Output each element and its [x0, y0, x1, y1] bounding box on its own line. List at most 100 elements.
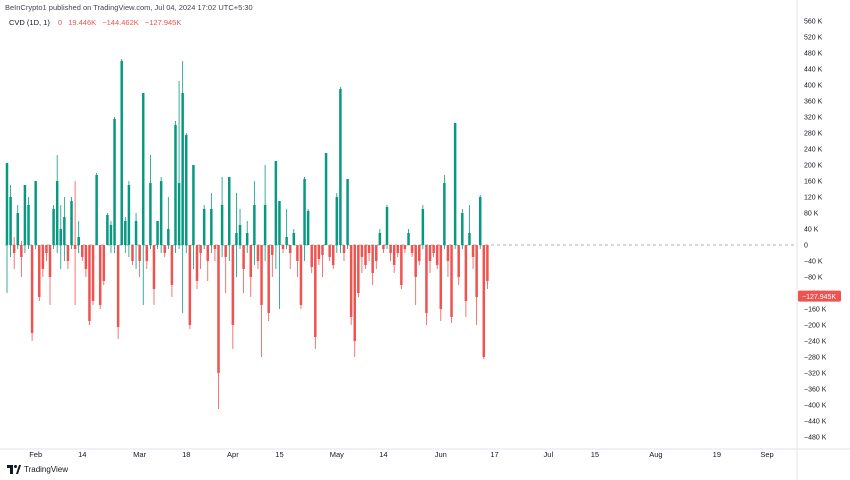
- candle-body: [324, 153, 328, 245]
- candle-body: [392, 245, 396, 265]
- candle-body: [432, 245, 435, 253]
- y-tick-label: 40 K: [804, 227, 819, 234]
- candle-body: [306, 211, 310, 245]
- candle-body: [486, 245, 489, 281]
- x-tick-label: Apr: [227, 450, 239, 459]
- candle-body: [389, 245, 392, 253]
- candle-body: [457, 245, 460, 277]
- y-tick-label: −200 K: [804, 323, 827, 330]
- candle-body: [446, 245, 450, 261]
- candle-body: [177, 183, 181, 245]
- y-tick-label: 560 K: [804, 19, 823, 26]
- y-tick-label: 280 K: [804, 131, 823, 138]
- candle-body: [450, 245, 453, 317]
- publisher-line: BeInCrypto1 published on TradingView.com…: [5, 3, 253, 12]
- time-axis: Feb 14 Mar 18 Apr 15 May 14 Jun 17 Jul 15 Aug 19 Sep: [29, 450, 773, 459]
- candle-body: [296, 245, 299, 261]
- last-value-badge: [798, 290, 841, 302]
- x-tick-label: 14: [78, 450, 86, 459]
- candle-body: [52, 209, 55, 245]
- x-tick-label: May: [330, 450, 344, 459]
- candle-body: [435, 245, 439, 265]
- candle-body: [127, 185, 131, 245]
- y-tick-label: 80 K: [804, 211, 819, 218]
- x-tick-label: Jul: [544, 450, 554, 459]
- candle-body: [260, 245, 263, 305]
- candle-body: [425, 245, 428, 313]
- candle-body: [48, 245, 52, 277]
- candle-body: [231, 245, 235, 325]
- candle-body: [77, 237, 80, 245]
- candle-body: [159, 181, 163, 245]
- candle-body: [109, 225, 113, 245]
- x-tick-label: 19: [713, 450, 721, 459]
- candle-body: [145, 245, 149, 261]
- candle-body: [134, 221, 138, 245]
- x-tick-label: Sep: [760, 450, 773, 459]
- candle-body: [192, 165, 195, 245]
- candle-body: [55, 181, 59, 245]
- candle-body: [213, 245, 217, 249]
- y-tick-label: 240 K: [804, 147, 823, 154]
- x-tick-label: Mar: [133, 450, 146, 459]
- candle-body: [88, 245, 91, 321]
- candle-body: [34, 181, 37, 245]
- y-tick-label: −160 K: [804, 307, 827, 314]
- candle-body: [63, 217, 66, 245]
- candle-body: [30, 245, 34, 333]
- candle-body: [410, 245, 414, 253]
- y-tick-label: −480 K: [804, 435, 827, 442]
- candle-body: [335, 197, 339, 245]
- candle-body: [202, 209, 206, 245]
- candle-body: [418, 245, 421, 261]
- y-tick-label: 400 K: [804, 83, 823, 90]
- x-tick-label: 14: [379, 450, 387, 459]
- candle-body: [199, 245, 202, 253]
- candle-body: [353, 245, 356, 341]
- candle-body: [174, 125, 177, 245]
- x-tick-label: Jun: [435, 450, 447, 459]
- candle-body: [84, 245, 88, 269]
- x-tick-label: Aug: [649, 450, 662, 459]
- candle-body: [120, 61, 123, 245]
- legend-open-value: 0: [57, 18, 63, 27]
- candle-body: [27, 205, 30, 245]
- candle-body: [210, 209, 213, 245]
- candle-body: [267, 245, 270, 313]
- y-tick-label: 480 K: [804, 51, 823, 58]
- candle-body: [138, 245, 141, 261]
- candle-body: [181, 93, 184, 245]
- candle-body: [185, 135, 188, 245]
- candle-body: [299, 245, 303, 305]
- candle-body: [70, 201, 73, 245]
- x-tick-label: 17: [490, 450, 498, 459]
- tradingview-logo-icon: [7, 465, 21, 474]
- candle-body: [149, 183, 152, 245]
- x-tick-label: 15: [591, 450, 599, 459]
- candle-body: [371, 245, 374, 273]
- candle-body: [217, 245, 220, 373]
- y-tick-label: 160 K: [804, 179, 823, 186]
- candle-body: [156, 221, 159, 245]
- tradingview-branding[interactable]: TradingView: [7, 465, 68, 474]
- tradingview-brand-text: TradingView: [24, 465, 69, 474]
- candle-body: [385, 207, 389, 245]
- candle-body: [285, 237, 288, 245]
- candle-body: [131, 245, 134, 261]
- y-tick-label: −40 K: [804, 259, 823, 266]
- y-tick-label: −320 K: [804, 371, 827, 378]
- indicator-name[interactable]: CVD (1D, 1): [9, 18, 50, 27]
- candle-body: [364, 245, 367, 265]
- candle-body: [73, 245, 77, 249]
- legend-close-value: −127.945K: [144, 18, 182, 27]
- candle-body: [228, 177, 231, 245]
- price-axis: 560 K 520 K 480 K 440 K 400 K 360 K 320 K 280 K…: [798, 19, 841, 442]
- candle-body: [106, 215, 109, 245]
- candle-body: [400, 245, 403, 285]
- candle-body: [461, 213, 464, 245]
- y-tick-label: −400 K: [804, 403, 827, 410]
- candle-body: [439, 245, 443, 309]
- candle-body: [403, 245, 407, 249]
- candle-body: [342, 245, 346, 253]
